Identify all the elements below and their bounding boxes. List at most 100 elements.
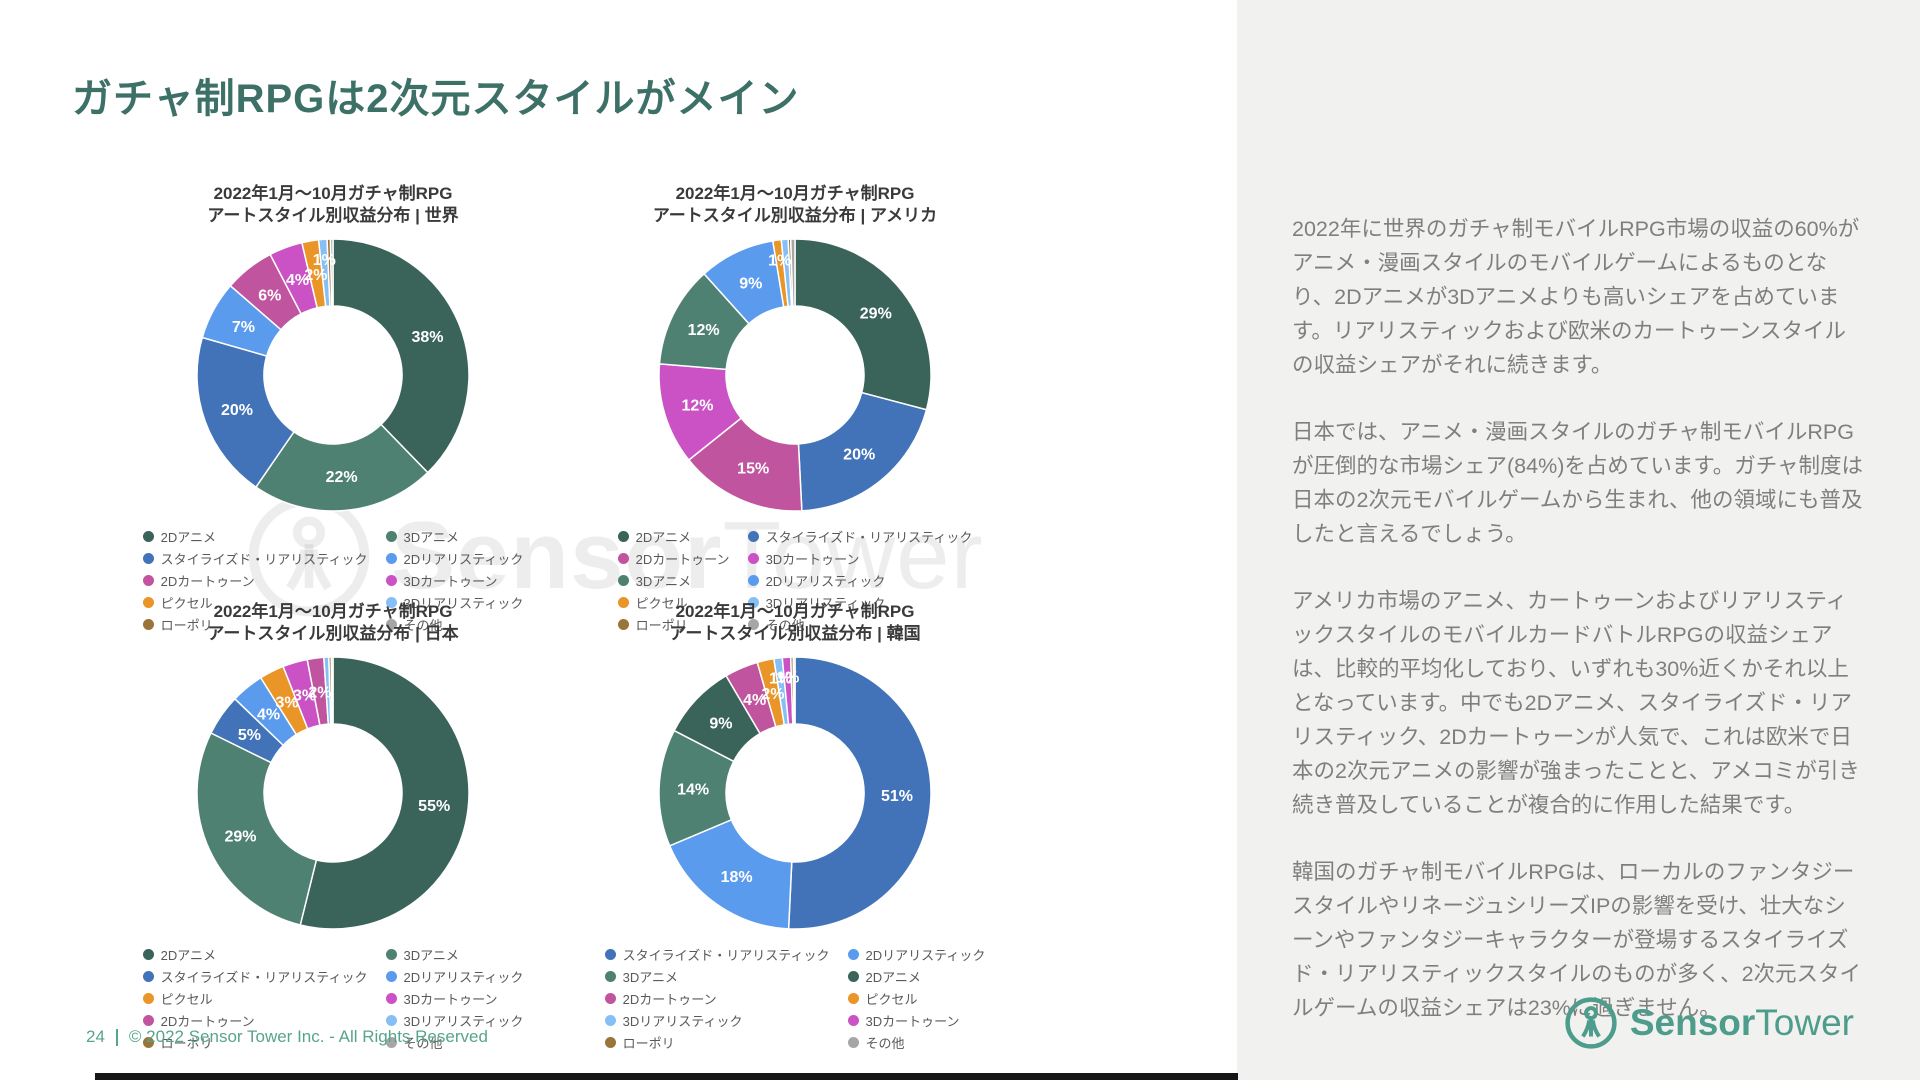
legend-item: ローポリ (142, 615, 213, 634)
legend-label: その他 (403, 1036, 443, 1051)
donut-slice (196, 336, 295, 489)
legend-item: 3Dアニメ (385, 527, 459, 546)
legend-color-dot (385, 597, 397, 608)
legend-color-dot (617, 553, 629, 564)
legend-color-dot (385, 531, 397, 542)
slide-bottom-edge (95, 1073, 1238, 1080)
legend-color-dot (847, 1015, 859, 1026)
legend-color-dot (747, 553, 759, 564)
donut-slice (787, 656, 932, 930)
legend-item: その他 (847, 1033, 905, 1052)
donut-svg-japan: 55%29%5%4%3%3%2% (196, 656, 470, 930)
copyright-text: © 2022 Sensor Tower Inc. - All Rights Re… (128, 1027, 488, 1046)
legend-item: 2Dアニメ (617, 527, 691, 546)
legend-item: 3Dリアリスティック (747, 593, 886, 612)
legend-color-dot (142, 1015, 154, 1026)
slide-title: ガチャ制RPGは2次元スタイルがメイン (72, 77, 800, 121)
legend-label: 2Dカートゥーン (622, 992, 717, 1007)
legend-color-dot (142, 971, 154, 982)
slice-label: 4% (743, 692, 766, 709)
slice-label: 18% (721, 869, 753, 886)
slice-label: 22% (326, 469, 358, 486)
donut-slice (196, 731, 318, 926)
slice-label: 9% (709, 715, 732, 732)
donut-chart-usa: 2022年1月〜10月ガチャ制RPG アートスタイル別収益分布 | アメリカ 2… (553, 183, 1037, 634)
donut-svg-world: 38% 22% 20% 7%6% 4%2%1% (196, 238, 470, 512)
slice-label: 5% (238, 727, 261, 744)
legend-label: その他 (403, 618, 443, 633)
legend-item: 2Dリアリスティック (385, 967, 523, 986)
legend-label: 3Dカートゥーン (765, 552, 860, 567)
commentary-paragraph: 日本では、アニメ・漫画スタイルのガチャ制モバイルRPGが圧倒的な市場シェア(84… (1292, 420, 1863, 546)
legend-item: 2Dアニメ (847, 967, 921, 986)
donut-chart-korea: 2022年1月〜10月ガチャ制RPG アートスタイル別収益分布 | 韓国 51%… (553, 601, 1037, 1052)
slice-label: 29% (224, 829, 256, 846)
donut-slice (792, 656, 796, 725)
legend-item: ピクセル (142, 593, 213, 612)
legend-color-dot (604, 971, 616, 982)
commentary-text: 2022年に世界のガチャ制モバイルRPG市場の収益の60%がアニメ・漫画スタイル… (1292, 212, 1864, 1058)
legend-color-dot (142, 553, 154, 564)
chart-legend-world: 2Dアニメ 3Dアニメスタイライズド・リアリスティック 2Dリアリスティック 2Dカー… (142, 527, 524, 634)
chart-title-line1: 2022年1月〜10月ガチャ制RPG (675, 184, 915, 203)
legend-label: ローポリ (160, 618, 213, 633)
slice-label: 3% (293, 688, 316, 705)
legend-color-dot (142, 575, 154, 586)
chart-title-line1: 2022年1月〜10月ガチャ制RPG (675, 602, 915, 621)
legend-label: その他 (765, 618, 805, 633)
donut-slice (794, 238, 932, 411)
legend-item: ローポリ (142, 1033, 213, 1052)
donut-slice (330, 656, 334, 725)
page-footer: 24 © 2022 Sensor Tower Inc. - All Rights… (86, 1027, 488, 1047)
legend-item: 3Dリアリスティック (385, 1011, 523, 1030)
legend-label: 2Dリアリスティック (403, 552, 524, 567)
chart-legend-usa: 2Dアニメ スタイライズド・リアリスティック 2Dカートゥーン 3Dカートゥーン 3Dア… (617, 527, 972, 634)
legend-color-dot (747, 531, 759, 542)
legend-color-dot (847, 971, 859, 982)
legend-label: 2Dカートゥーン (160, 574, 255, 589)
slice-label: 12% (688, 322, 720, 339)
slice-label: 51% (881, 788, 913, 805)
legend-item: ピクセル (617, 593, 688, 612)
slice-label: 2% (308, 684, 331, 701)
legend-item: 3Dリアリスティック (604, 1011, 743, 1030)
chart-legend-korea: スタイライズド・リアリスティック 2Dリアリスティック 3Dアニメ 2Dアニメ 2Dカー… (604, 945, 985, 1052)
legend-item: 2Dリアリスティック (747, 571, 886, 590)
legend-label: 2Dアニメ (160, 530, 217, 545)
legend-label: スタイライズド・リアリスティック (160, 970, 368, 985)
legend-color-dot (385, 949, 397, 960)
donut-chart-world: 2022年1月〜10月ガチャ制RPG アートスタイル別収益分布 | 世界 38%… (91, 183, 575, 634)
legend-color-dot (617, 575, 629, 586)
legend-item: 3Dカートゥーン (747, 549, 860, 568)
legend-color-dot (847, 949, 859, 960)
legend-color-dot (847, 1037, 859, 1048)
legend-label: 3Dリアリスティック (622, 1014, 743, 1029)
legend-item: ピクセル (847, 989, 918, 1008)
slice-label: 1% (768, 253, 791, 270)
legend-item: 2Dリアリスティック (385, 549, 524, 568)
legend-label: スタイライズド・リアリスティック (160, 552, 368, 567)
legend-item: その他 (385, 615, 443, 634)
chart-title-line2: アートスタイル別収益分布 | アメリカ (652, 206, 938, 225)
slice-label: 12% (681, 397, 713, 414)
legend-label: 2Dアニメ (865, 970, 921, 985)
legend-item: スタイライズド・リアリスティック (747, 527, 972, 546)
legend-label: 3Dリアリスティック (765, 596, 886, 611)
chart-title-line2: アートスタイル別収益分布 | 世界 (207, 206, 459, 225)
legend-color-dot (617, 531, 629, 542)
legend-label: 2Dリアリスティック (765, 574, 886, 589)
legend-color-dot (142, 993, 154, 1004)
slice-label: 15% (737, 461, 769, 478)
donut-slice (797, 391, 928, 512)
legend-item: その他 (747, 615, 805, 634)
legend-color-dot (142, 1037, 154, 1048)
logo-text: SensorTower (1630, 1002, 1854, 1044)
legend-item: ローポリ (617, 615, 688, 634)
legend-item: 2Dカートゥーン (604, 989, 717, 1008)
legend-color-dot (385, 553, 397, 564)
legend-item: スタイライズド・リアリスティック (142, 549, 368, 568)
legend-color-dot (747, 619, 759, 630)
page-number: 24 (86, 1027, 105, 1046)
donut-slice (789, 238, 796, 307)
